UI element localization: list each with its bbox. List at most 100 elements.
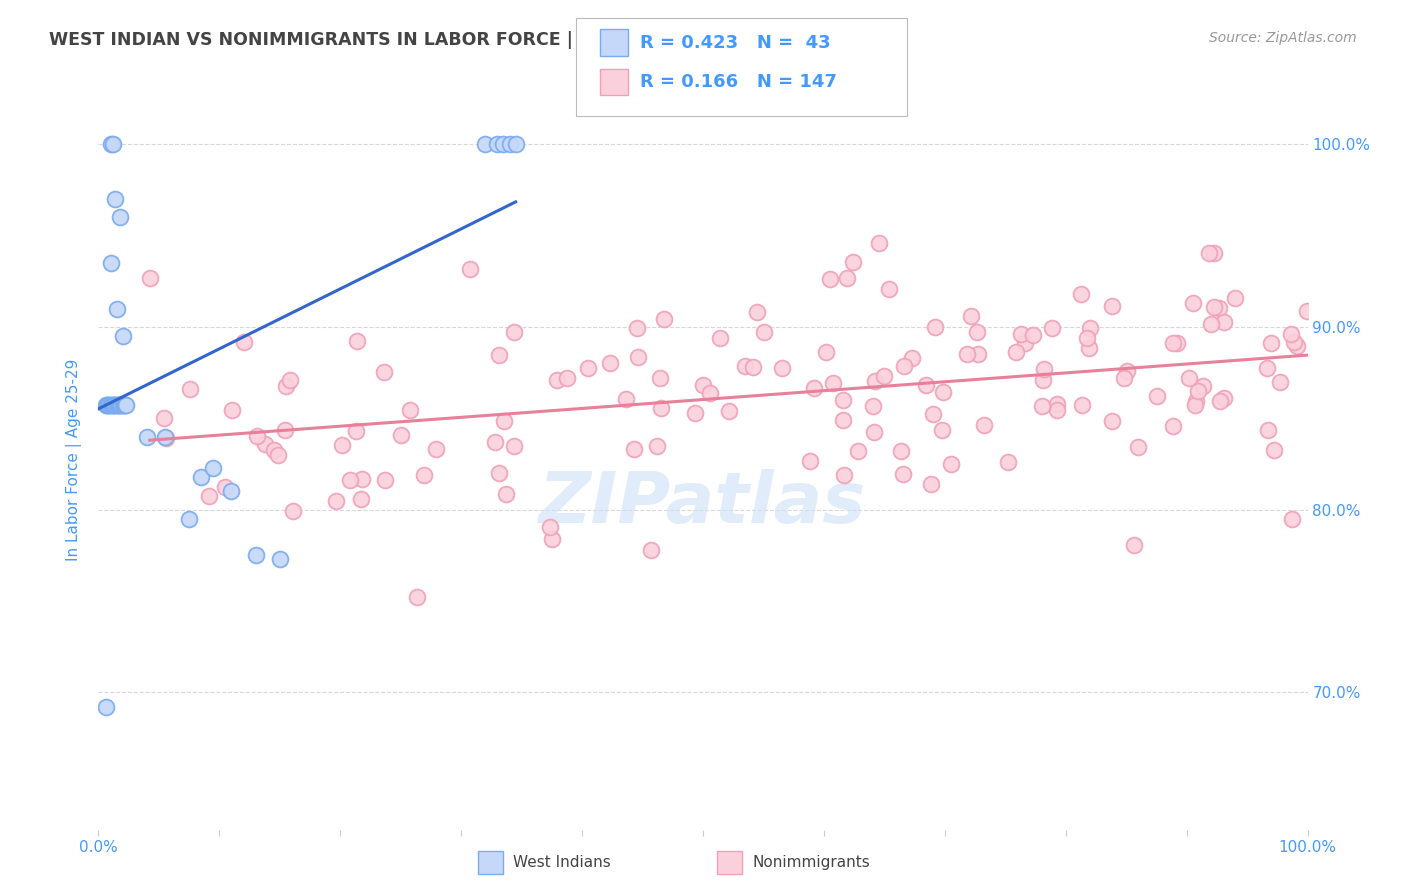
Point (155, 431, 177, 445)
Point (98, 399, 121, 413)
Point (190, 469, 212, 483)
Point (492, 414, 515, 428)
Point (1046, 402, 1069, 417)
Point (709, 330, 731, 344)
Point (599, 356, 621, 370)
Point (425, 442, 447, 456)
Point (1078, 341, 1101, 355)
Point (901, 351, 924, 365)
Point (1115, 364, 1137, 378)
Point (873, 368, 896, 383)
Point (474, 136, 496, 151)
Point (745, 305, 768, 319)
Point (1187, 384, 1209, 399)
Point (413, 467, 436, 482)
Point (280, 373, 302, 387)
Point (1281, 512, 1303, 526)
Point (1213, 391, 1236, 405)
Point (94, 700, 117, 714)
Point (538, 520, 561, 534)
Point (932, 384, 955, 399)
Point (1114, 371, 1136, 385)
Point (101, 399, 124, 413)
Point (495, 487, 517, 501)
Point (246, 429, 269, 443)
Point (352, 472, 374, 486)
Text: R = 0.166   N = 147: R = 0.166 N = 147 (640, 73, 837, 91)
Point (486, 136, 509, 151)
Point (1199, 317, 1222, 331)
Point (488, 466, 510, 480)
Point (832, 412, 855, 426)
Point (1182, 295, 1205, 310)
Point (267, 448, 290, 462)
Point (1208, 301, 1230, 315)
Point (100, 399, 122, 413)
Point (107, 399, 129, 413)
Point (202, 460, 225, 475)
Point (344, 424, 367, 438)
Point (350, 492, 373, 507)
Point (269, 552, 291, 566)
Point (254, 437, 277, 451)
Point (1161, 336, 1184, 351)
Point (891, 467, 914, 482)
Point (488, 348, 510, 362)
Text: R = 0.423   N =  43: R = 0.423 N = 43 (640, 34, 831, 52)
Point (868, 236, 890, 251)
Point (492, 136, 515, 151)
Point (1126, 441, 1149, 455)
Point (1070, 398, 1092, 412)
Point (232, 335, 254, 350)
Point (138, 270, 160, 285)
Point (1198, 245, 1220, 260)
Point (406, 591, 429, 605)
Point (198, 489, 221, 503)
Point (1101, 299, 1123, 313)
Point (627, 350, 650, 364)
Point (1213, 315, 1236, 329)
Point (842, 255, 865, 269)
Point (770, 361, 793, 376)
Text: Nonimmigrants: Nonimmigrants (752, 855, 870, 870)
Point (648, 371, 671, 385)
Text: ZIPatlas: ZIPatlas (540, 469, 866, 538)
Point (503, 439, 526, 453)
Point (939, 457, 962, 471)
Point (503, 325, 526, 339)
Point (959, 309, 981, 323)
Point (576, 361, 599, 376)
Point (373, 365, 395, 379)
Point (626, 320, 648, 334)
Point (540, 533, 562, 547)
Point (100, 399, 122, 413)
Point (281, 504, 304, 518)
Point (1045, 397, 1067, 411)
Point (922, 407, 945, 421)
Point (1263, 443, 1285, 458)
Point (389, 428, 412, 442)
Point (1010, 326, 1032, 341)
Point (1202, 245, 1225, 260)
Point (1070, 287, 1092, 301)
Point (1225, 291, 1247, 305)
Text: West Indians: West Indians (513, 855, 612, 870)
Point (915, 378, 938, 392)
Point (458, 262, 481, 277)
Point (179, 512, 201, 526)
Point (803, 381, 825, 395)
Point (835, 271, 858, 285)
Text: WEST INDIAN VS NONIMMIGRANTS IN LABOR FORCE | AGE 25-29 CORRELATION CHART: WEST INDIAN VS NONIMMIGRANTS IN LABOR FO… (49, 31, 896, 49)
Point (245, 549, 267, 563)
Point (1040, 321, 1063, 335)
Point (96, 399, 118, 413)
Point (1146, 389, 1168, 403)
Point (683, 406, 706, 420)
Point (614, 392, 637, 406)
Point (893, 359, 915, 374)
Point (105, 301, 128, 316)
Point (1101, 414, 1123, 428)
Point (823, 376, 845, 391)
Point (1078, 320, 1101, 334)
Point (997, 455, 1019, 469)
